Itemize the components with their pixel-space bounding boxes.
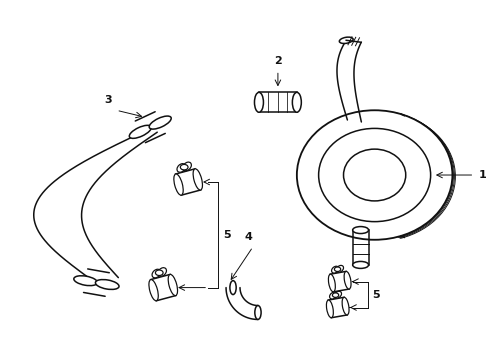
Ellipse shape — [292, 92, 301, 112]
Text: 4: 4 — [244, 232, 251, 242]
Text: 5: 5 — [372, 289, 380, 300]
Ellipse shape — [334, 267, 340, 271]
Ellipse shape — [318, 129, 430, 222]
Ellipse shape — [343, 149, 405, 201]
Ellipse shape — [254, 306, 261, 319]
Ellipse shape — [174, 174, 183, 195]
Ellipse shape — [74, 276, 97, 285]
Ellipse shape — [339, 37, 352, 44]
Ellipse shape — [352, 261, 368, 269]
Ellipse shape — [158, 268, 166, 276]
Ellipse shape — [329, 292, 336, 299]
Ellipse shape — [149, 116, 171, 129]
Text: 3: 3 — [104, 95, 112, 105]
Ellipse shape — [129, 125, 151, 138]
Ellipse shape — [254, 92, 263, 112]
Ellipse shape — [152, 269, 161, 278]
Ellipse shape — [177, 164, 185, 172]
Ellipse shape — [193, 169, 202, 190]
Ellipse shape — [336, 265, 343, 272]
Ellipse shape — [296, 110, 451, 240]
Ellipse shape — [342, 297, 348, 315]
Ellipse shape — [168, 274, 177, 296]
Ellipse shape — [334, 291, 341, 298]
Text: 1: 1 — [477, 170, 485, 180]
Ellipse shape — [155, 270, 163, 275]
Ellipse shape — [326, 300, 333, 318]
Ellipse shape — [328, 274, 335, 292]
Text: 2: 2 — [273, 57, 281, 67]
Ellipse shape — [183, 162, 191, 171]
Ellipse shape — [331, 266, 338, 273]
Ellipse shape — [352, 226, 368, 234]
Ellipse shape — [180, 165, 188, 170]
Text: 5: 5 — [223, 230, 230, 240]
Ellipse shape — [332, 293, 338, 297]
Ellipse shape — [95, 280, 119, 289]
Ellipse shape — [229, 280, 236, 294]
Ellipse shape — [149, 279, 158, 301]
Ellipse shape — [344, 271, 350, 289]
